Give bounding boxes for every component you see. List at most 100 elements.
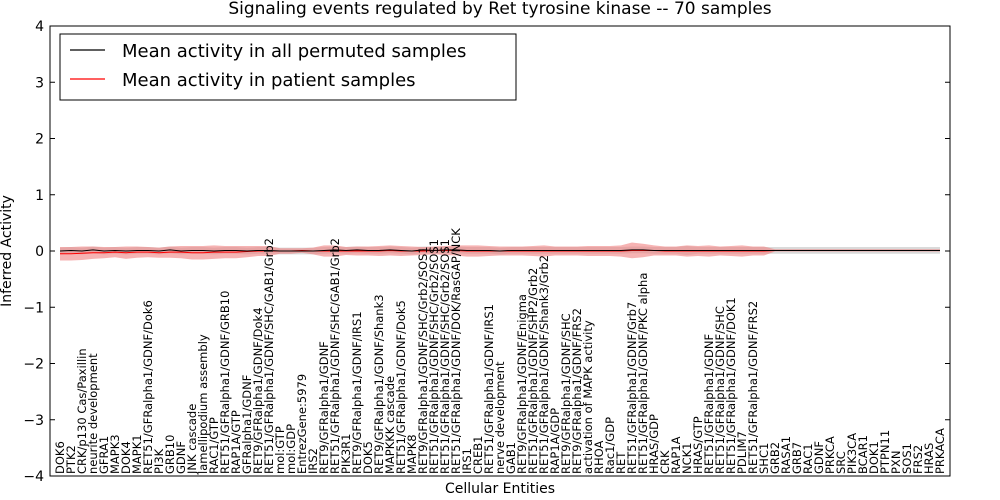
- series-lines: [59, 249, 940, 255]
- xtick-label: RET51/GFRalpha1/GDNF/SHC/Grb2/SOS1: [427, 239, 441, 474]
- xtick-label: GFRalpha1/GDNF: [240, 375, 254, 474]
- xtick-label: RAP1A/GDP: [548, 408, 562, 474]
- xtick-label: RET51/GFRalpha1/GDNF: [702, 334, 716, 474]
- band-series-1: [60, 242, 940, 261]
- xtick-label: RET51/GFRalpha1/GDNF/DOK1: [724, 297, 738, 474]
- xtick-label: RET9/GFRalpha1/GDNF/SHC: [559, 313, 573, 474]
- xtick-label: RAC1: [801, 443, 815, 474]
- xtick-label: RET51/GFRalpha1/GDNF/SHC/GAB1/Grb2: [262, 238, 276, 474]
- y-axis-label: Inferred Activity: [0, 195, 15, 307]
- xtick-label: GFRA1: [97, 436, 111, 474]
- xtick-label: RET9/GFRalpha1/GDNF/Dok4: [251, 307, 265, 474]
- y-axis-ticks: −4 −3 −2 −1 0 1 2 3 4: [23, 19, 950, 485]
- xtick-label: HRAS/GDP: [647, 414, 661, 474]
- xtick-label: PTK2: [64, 445, 78, 474]
- ytick-label-2: 2: [35, 132, 44, 148]
- chart-title: Signaling events regulated by Ret tyrosi…: [228, 0, 771, 19]
- xtick-label: RET9/GFRalpha1/GDNF/FRS2: [570, 308, 584, 474]
- confidence-bands: [60, 242, 940, 261]
- xtick-label: PDLIM7: [735, 431, 749, 474]
- xtick-label: CREB1: [471, 436, 485, 475]
- xtick-label: nerve development: [493, 361, 507, 474]
- xtick-label: BCAR1: [856, 435, 870, 474]
- xtick-label: RAP1A/GTP: [229, 410, 243, 474]
- xtick-label: PTPN11: [878, 430, 892, 474]
- xtick-label: PRKCA: [823, 436, 837, 474]
- ytick-label-1: 1: [35, 188, 44, 204]
- xtick-label: RET9/GFRalpha1/GDNF: [317, 341, 331, 474]
- xtick-label: GAB1: [504, 442, 518, 474]
- xtick-label: PIK3R1: [339, 434, 353, 475]
- xtick-label: RET51/GFRalpha1/GDNF/DOK/RasGAP/NCK: [449, 228, 463, 474]
- xtick-label: mol:GDP: [284, 424, 298, 474]
- xtick-label: Rac1/GDP: [603, 417, 617, 474]
- xtick-label: PIK3CA: [845, 433, 859, 474]
- xtick-label: CRK/p130 Cas/Paxillin: [75, 348, 89, 474]
- xtick-label: EntrezGene:5979: [295, 374, 309, 474]
- ytick-label-0: 0: [35, 244, 44, 260]
- xtick-label: RASA1: [779, 436, 793, 474]
- line-series-0: [59, 249, 940, 252]
- xtick-label: GRB2: [768, 442, 782, 474]
- legend-label-patient: Mean activity in patient samples: [122, 70, 416, 91]
- legend-label-permuted: Mean activity in all permuted samples: [122, 41, 466, 62]
- ytick-label-3: 3: [35, 75, 44, 91]
- xtick-label: HRAS: [922, 443, 936, 474]
- xtick-label: RAC1/GTP: [207, 417, 221, 474]
- ytick-label--1: −1: [23, 300, 44, 316]
- xtick-label: RET51/GFRalpha1/GDNF/SHC/Grb2/SOS1: [438, 239, 452, 474]
- xtick-label: DOK6: [53, 441, 67, 474]
- ytick-label--3: −3: [23, 413, 44, 429]
- xtick-label: RET51/GFRalpha1/GDNF/SHC: [713, 306, 727, 474]
- xtick-label: SRC: [834, 451, 848, 474]
- ytick-label--2: −2: [23, 357, 44, 373]
- xtick-label: CRK: [658, 450, 672, 474]
- xtick-label: RHOA: [592, 441, 606, 474]
- xtick-label: RET51/GFRalpha1/GDNF/IRS1: [482, 304, 496, 474]
- xtick-label: MAPK1: [130, 434, 144, 474]
- ytick-label-4: 4: [35, 19, 44, 35]
- xtick-label: RET51/GFRalpha1/GDNF/SHC/GAB1/Grb2: [328, 238, 342, 474]
- x-axis-label: Cellular Entities: [445, 481, 555, 497]
- xtick-label: RET51/GFRalpha1/GDNF/GRB10: [218, 291, 232, 474]
- legend-box: [59, 33, 517, 101]
- xtick-label: SOS1: [900, 443, 914, 474]
- xtick-label: neurite development: [86, 353, 100, 474]
- xtick-label: RET: [614, 451, 628, 474]
- xtick-label: IRS2: [306, 448, 320, 474]
- xtick-label: DOK5: [361, 441, 375, 474]
- xtick-label: RET9/GFRalpha1/GDNF/SHC/Grb2/SOS1: [416, 246, 430, 474]
- xtick-label: RET51/GFRalpha1/GDNF/SHP2/Grb2: [526, 268, 540, 474]
- xtick-label: RET51/GFRalpha1/GDNF/PKC alpha: [636, 273, 650, 474]
- legend: Mean activity in all permuted samples Me…: [59, 33, 517, 101]
- xtick-label: PXN: [889, 451, 903, 474]
- xtick-label: lamellipodium assembly: [196, 334, 210, 474]
- xtick-label: GDNF: [174, 441, 188, 474]
- xtick-label: RET51/GFRalpha1/GDNF/Dok6: [141, 300, 155, 474]
- xtick-label: MAPKKK cascade: [383, 376, 397, 474]
- ytick-label--4: −4: [23, 469, 44, 485]
- xtick-label: mol:GTP: [273, 426, 287, 474]
- xtick-label: GRB10: [163, 435, 177, 474]
- xtick-label: RET9/GFRalpha1/GDNF/Enigma: [515, 294, 529, 474]
- xtick-label: RAP1A: [669, 436, 683, 474]
- xtick-label: activation of MAPK activity: [581, 320, 595, 474]
- xtick-label: MAPK8: [405, 434, 419, 474]
- xtick-label: GRB7: [790, 442, 804, 474]
- xtick-label: NCK1: [680, 443, 694, 475]
- xtick-label: RET51/GFRalpha1/GDNF/Grb7: [625, 302, 639, 474]
- xtick-label: DOK4: [119, 441, 133, 474]
- xtick-label: RET51/GFRalpha1/GDNF/Dok5: [394, 300, 408, 474]
- xtick-label: PRKACA: [933, 428, 947, 474]
- xtick-label: HRAS/GTP: [691, 416, 705, 474]
- xtick-label: JNK cascade: [185, 404, 199, 475]
- xtick-label: GDNF: [812, 441, 826, 474]
- xtick-label: RET9/GFRalpha1/GDNF/Shank3: [372, 294, 386, 474]
- xtick-label: RET9/GFRalpha1/GDNF/IRS1: [350, 311, 364, 474]
- xtick-label: PI3K: [152, 448, 166, 474]
- xtick-label: RET51/GFRalpha1/GDNF/FRS2: [746, 301, 760, 474]
- xtick-label: FRS2: [911, 445, 925, 474]
- xtick-label: SHC1: [757, 443, 771, 474]
